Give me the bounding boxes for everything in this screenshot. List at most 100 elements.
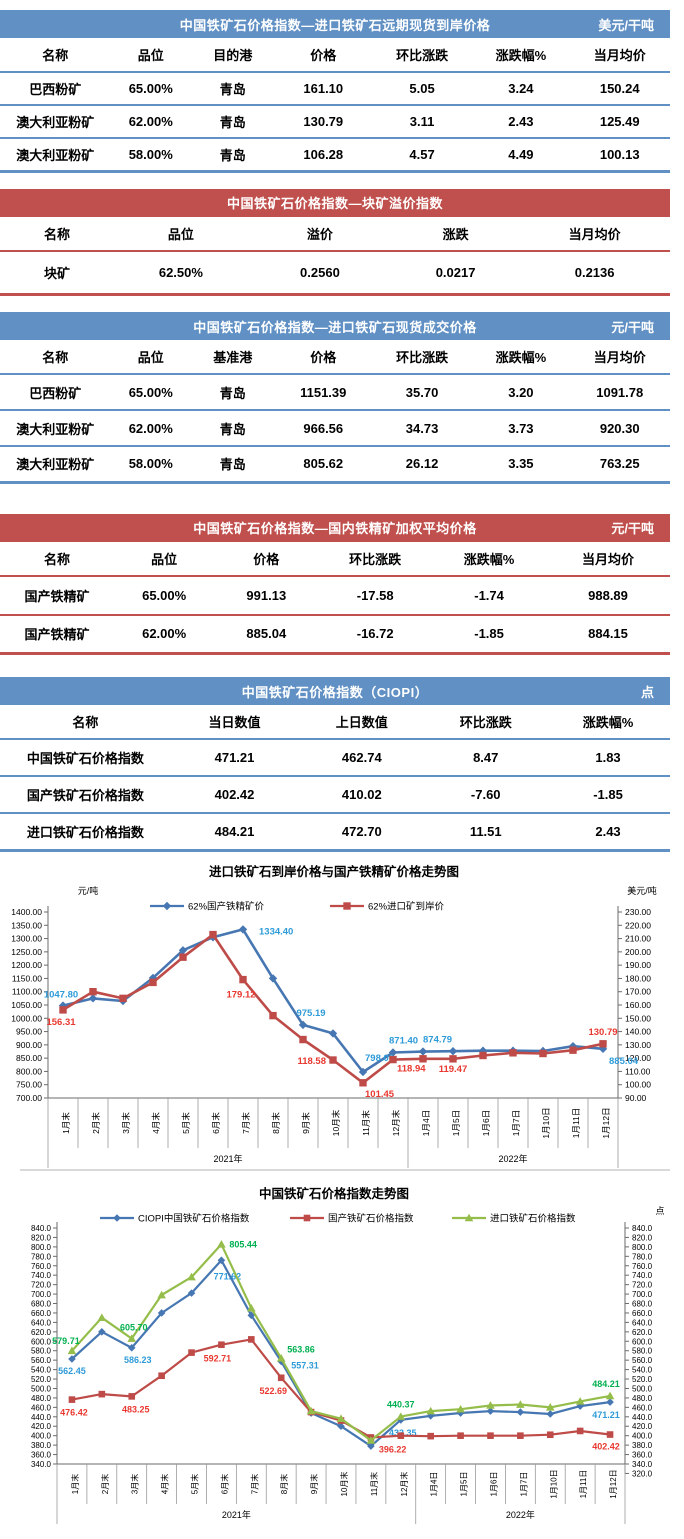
table-cell: 62.00% bbox=[110, 105, 191, 139]
left-axis-tick-label: 1250.00 bbox=[11, 946, 42, 956]
left-axis-tick-label: 1150.00 bbox=[12, 973, 42, 983]
table-cell: 11.51 bbox=[425, 813, 547, 852]
data-point bbox=[239, 975, 247, 983]
table-cell: 62.00% bbox=[110, 410, 191, 447]
column-header: 当月均价 bbox=[519, 216, 670, 252]
right-axis-tick-label: 800.0 bbox=[632, 1242, 653, 1251]
data-point bbox=[516, 1399, 525, 1408]
data-point bbox=[546, 1409, 555, 1418]
table-cell: 块矿 bbox=[0, 250, 114, 296]
left-axis-tick-label: 640.0 bbox=[31, 1318, 52, 1327]
data-point bbox=[516, 1407, 525, 1416]
data-point bbox=[247, 1303, 256, 1312]
table-cell: 484.21 bbox=[170, 813, 299, 852]
table-cell: 462.74 bbox=[298, 739, 426, 777]
left-axis-tick-label: 1350.00 bbox=[11, 920, 42, 930]
right-axis-tick-label: 600.0 bbox=[632, 1337, 653, 1346]
column-header: 环比涨跌 bbox=[425, 705, 547, 740]
data-label: 483.25 bbox=[122, 1404, 150, 1414]
price-table-lump-premium: 中国铁矿石价格指数—块矿溢价指数 名称 品位 溢价 涨跌 当月均价 块矿 62.50% 0.25… bbox=[0, 188, 670, 296]
category-label: 1月10日 bbox=[541, 1107, 551, 1138]
data-point bbox=[576, 1427, 584, 1434]
table-cell: 150.24 bbox=[569, 72, 670, 106]
table-header-row: 名称 品位 价格 环比涨跌 涨跌幅% 当月均价 bbox=[0, 541, 670, 577]
data-label: 798.00 bbox=[365, 1052, 394, 1063]
left-axis-tick-label: 440.0 bbox=[31, 1412, 52, 1421]
data-point bbox=[89, 987, 97, 995]
data-label: 396.22 bbox=[379, 1444, 407, 1454]
data-table: 名称 品位 价格 环比涨跌 涨跌幅% 当月均价 国产铁精矿 65.00% 991.13 -17.5… bbox=[0, 541, 670, 655]
data-label: 805.44 bbox=[229, 1239, 257, 1249]
left-axis-tick-label: 820.0 bbox=[31, 1233, 52, 1242]
left-axis-tick-label: 560.0 bbox=[31, 1356, 52, 1365]
data-label: 1047.80 bbox=[44, 989, 78, 1000]
table-cell: 巴西粉矿 bbox=[0, 72, 111, 106]
right-axis-tick-label: 320.0 bbox=[632, 1469, 653, 1478]
table-title: 中国铁矿石价格指数—块矿溢价指数 bbox=[226, 196, 443, 211]
left-axis-tick-label: 600.0 bbox=[31, 1337, 52, 1346]
data-point bbox=[187, 1288, 196, 1297]
data-point bbox=[509, 1048, 517, 1057]
right-axis-tick-label: 110.00 bbox=[625, 1066, 651, 1076]
table-cell: 988.89 bbox=[546, 575, 670, 616]
data-point bbox=[299, 1035, 307, 1043]
left-axis-tick-label: 480.0 bbox=[31, 1393, 52, 1402]
column-header: 目的港 bbox=[190, 38, 275, 73]
table-row: 国产铁精矿 62.00% 885.04 -16.72 -1.85 884.15 bbox=[0, 614, 670, 655]
price-tables-section: 中国铁矿石价格指数—进口铁矿石远期现货到岸价格 美元/干吨 名称 品位 目的港 价格 环比涨… bbox=[0, 10, 684, 852]
table-cell: 58.00% bbox=[110, 138, 191, 173]
data-point bbox=[575, 1396, 585, 1405]
table-unit: 点 bbox=[640, 684, 654, 700]
data-label: 592.71 bbox=[204, 1353, 232, 1363]
table-cell: 471.21 bbox=[170, 739, 299, 777]
data-point bbox=[97, 1312, 107, 1321]
data-point bbox=[449, 1054, 457, 1063]
data-point bbox=[303, 1214, 311, 1221]
data-label: 771.62 bbox=[214, 1271, 242, 1281]
right-axis-tick-label: 700.0 bbox=[632, 1290, 653, 1299]
left-axis-tick-label: 1200.00 bbox=[11, 960, 42, 970]
left-axis-tick-label: 340.0 bbox=[31, 1460, 52, 1469]
data-point bbox=[162, 901, 172, 910]
data-label: 130.79 bbox=[588, 1026, 617, 1037]
data-point bbox=[419, 1054, 427, 1063]
left-axis-tick-label: 400.0 bbox=[31, 1431, 52, 1440]
table-cell: 4.49 bbox=[472, 138, 570, 173]
data-point bbox=[418, 1046, 428, 1056]
table-cell: 26.12 bbox=[371, 446, 473, 484]
table-cell: -1.85 bbox=[546, 776, 670, 814]
left-axis-tick-label: 740.0 bbox=[31, 1271, 52, 1280]
category-label: 4月末 bbox=[160, 1473, 170, 1493]
table-title-bar: 中国铁矿石价格指数—进口铁矿石远期现货到岸价格 美元/干吨 bbox=[0, 10, 670, 38]
left-axis-tick-label: 780.0 bbox=[31, 1252, 52, 1261]
category-label: 4月末 bbox=[151, 1111, 161, 1133]
category-label: 1月5日 bbox=[451, 1109, 461, 1135]
data-point bbox=[359, 1078, 367, 1086]
category-label: 7月末 bbox=[241, 1111, 251, 1133]
left-axis-tick-label: 680.0 bbox=[31, 1299, 52, 1308]
column-header: 基准港 bbox=[190, 340, 275, 375]
data-label: 557.31 bbox=[291, 1360, 319, 1370]
data-point bbox=[457, 1431, 464, 1439]
table-cell: 3.24 bbox=[472, 72, 570, 106]
table-cell: 920.30 bbox=[569, 410, 670, 447]
right-axis-tick-label: 400.0 bbox=[632, 1431, 653, 1440]
table-unit: 元/干吨 bbox=[611, 521, 654, 536]
table-cell: 1091.78 bbox=[569, 374, 670, 411]
data-point bbox=[569, 1045, 577, 1054]
right-axis-tick-label: 340.0 bbox=[632, 1460, 653, 1469]
column-header: 名称 bbox=[0, 340, 111, 375]
legend-label: 62%进口矿到岸价 bbox=[368, 900, 445, 912]
chart-title: 进口铁矿石到岸价格与国产铁精矿价格走势图 bbox=[209, 864, 459, 879]
table-cell: 青岛 bbox=[190, 138, 275, 173]
right-axis-tick-label: 140.00 bbox=[625, 1026, 651, 1036]
table-cell: 2.43 bbox=[546, 813, 670, 852]
data-point bbox=[67, 1346, 77, 1354]
data-point bbox=[448, 1046, 458, 1055]
right-axis-tick-label: 360.0 bbox=[632, 1450, 653, 1459]
column-header: 名称 bbox=[0, 216, 114, 252]
left-axis-tick-label: 850.00 bbox=[16, 1053, 42, 1063]
table-title: 中国铁矿石价格指数—进口铁矿石远期现货到岸价格 bbox=[179, 17, 491, 33]
